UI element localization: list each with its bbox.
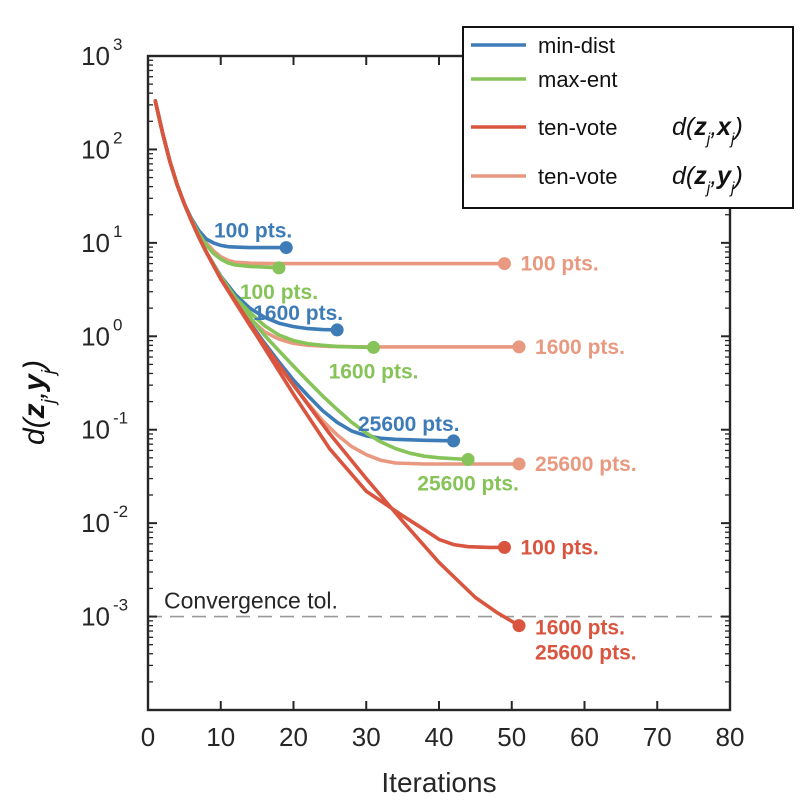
series-line-10 xyxy=(153,99,521,628)
legend-math-2-sub1: j xyxy=(705,131,711,148)
legend-math-2-sep: , xyxy=(710,113,717,141)
convergence-tol-label: Convergence tol. xyxy=(164,588,338,614)
series-label-3: 1600 pts. xyxy=(253,302,343,325)
legend-math-3-sub1: j xyxy=(705,180,711,197)
series-label-10: 1600 pts. xyxy=(535,617,625,640)
series-end-marker-1 xyxy=(272,261,286,275)
series-label-5: 1600 pts. xyxy=(535,336,625,359)
series-end-marker-5 xyxy=(512,340,526,354)
series-end-marker-0 xyxy=(279,241,293,255)
x-tick-label-6: 60 xyxy=(570,722,599,752)
series-label-2: 100 pts. xyxy=(520,253,598,276)
y-tick-label-1: 10 xyxy=(81,134,110,164)
ylabel-sub1: j xyxy=(38,398,59,406)
legend-math-2-text: d(zj,xj) xyxy=(672,113,743,148)
legend-math-2-var2: x xyxy=(715,113,732,141)
series-annotations: 100 pts.1600 pts.25600 pts.100 pts.1600 … xyxy=(214,220,637,665)
x-tick-label-5: 50 xyxy=(497,722,526,752)
x-tick-label-4: 40 xyxy=(425,722,454,752)
ylabel-suffix: ) xyxy=(18,360,51,373)
series-end-marker-2 xyxy=(497,257,511,271)
series-lines xyxy=(153,99,521,628)
ylabel-prefix: d( xyxy=(18,415,51,445)
legend-math-3-text: d(zj,yj) xyxy=(672,162,743,197)
series-end-marker-9 xyxy=(497,540,511,554)
y-tick-label-3: 10 xyxy=(81,321,110,351)
y-tick-label-2: 10 xyxy=(81,228,110,258)
legend-math-3-prefix: d( xyxy=(672,162,697,190)
ylabel-var1: z xyxy=(18,403,51,419)
y-tick-label-0: 10 xyxy=(81,41,110,71)
series-label2-10: 25600 pts. xyxy=(535,642,637,665)
legend-math-3-var1: z xyxy=(693,162,707,190)
series-end-marker-7 xyxy=(461,452,475,466)
ylabel-sep: , xyxy=(18,391,51,399)
series-label-6: 25600 pts. xyxy=(358,413,460,436)
series-end-markers xyxy=(272,241,526,633)
series-label-0: 100 pts. xyxy=(214,220,292,243)
y-tick-exp-3: 0 xyxy=(113,315,122,334)
y-tick-label-4: 10 xyxy=(81,415,110,445)
x-tick-label-1: 10 xyxy=(206,722,235,752)
legend-box xyxy=(462,26,794,209)
series-end-marker-3 xyxy=(330,323,344,337)
legend-math-3-suffix: ) xyxy=(732,162,743,190)
legend-math-3-var2: y xyxy=(715,162,732,190)
legend-label-0: min-dist xyxy=(538,33,615,58)
legend-math-3-sub2: j xyxy=(729,180,735,197)
x-tick-label-0: 0 xyxy=(141,722,155,752)
legend-math-2-var1: z xyxy=(693,113,707,141)
series-end-marker-10 xyxy=(512,619,526,633)
convergence-tolerance: Convergence tol. xyxy=(148,588,730,618)
x-tick-label-8: 80 xyxy=(716,722,745,752)
y-tick-label-6: 10 xyxy=(81,602,110,632)
series-label-1: 100 pts. xyxy=(240,281,318,304)
y-tick-exp-4: -1 xyxy=(113,409,128,428)
legend-label-3: ten-vote xyxy=(538,164,618,189)
ylabel-var2: y xyxy=(18,373,51,393)
series-label-4: 1600 pts. xyxy=(329,360,419,383)
x-tick-label-2: 20 xyxy=(279,722,308,752)
y-tick-exp-2: 1 xyxy=(113,222,122,241)
y-tick-label-5: 10 xyxy=(81,508,110,538)
y-axis-label: d(zj,yj) xyxy=(18,360,59,445)
ylabel-text: d(zj,yj) xyxy=(18,360,59,445)
y-tick-exp-6: -3 xyxy=(113,596,128,615)
y-tick-exp-5: -2 xyxy=(113,502,128,521)
series-label-9: 100 pts. xyxy=(520,536,598,559)
x-tick-label-7: 70 xyxy=(643,722,672,752)
legend-math-2-suffix: ) xyxy=(732,113,743,141)
ylabel-sub2: j xyxy=(38,369,59,377)
legend-math-2-prefix: d( xyxy=(672,113,697,141)
series-end-marker-4 xyxy=(367,340,381,354)
series-end-marker-8 xyxy=(512,457,526,471)
series-label-7: 25600 pts. xyxy=(417,472,519,495)
x-tick-label-3: 30 xyxy=(352,722,381,752)
legend-math-3-sep: , xyxy=(710,162,717,190)
legend-label-2: ten-vote xyxy=(538,115,618,140)
x-axis-label: Iterations xyxy=(381,767,496,798)
y-tick-exp-1: 2 xyxy=(113,128,122,147)
legend-math-2-sub2: j xyxy=(729,131,735,148)
y-tick-exp-0: 3 xyxy=(113,35,122,54)
legend-label-1: max-ent xyxy=(538,67,617,92)
series-end-marker-6 xyxy=(447,434,461,448)
series-label-8: 25600 pts. xyxy=(535,453,637,476)
